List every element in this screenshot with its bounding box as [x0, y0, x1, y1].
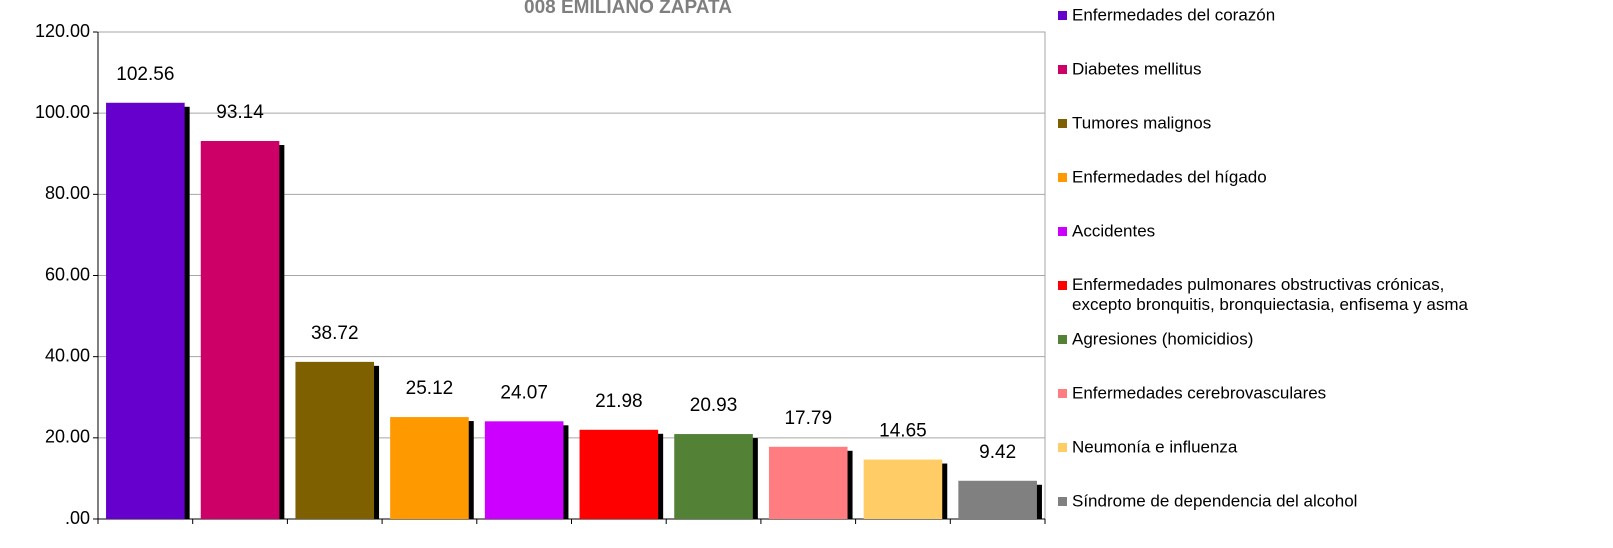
y-tick-label: 80.00 [45, 183, 90, 203]
legend-label: Tumores malignos [1072, 113, 1211, 132]
bar [295, 361, 375, 519]
legend-label: Enfermedades del corazón [1072, 5, 1275, 24]
legend-label: Accidentes [1072, 221, 1155, 240]
legend-swatch [1058, 11, 1067, 20]
legend-swatch [1058, 119, 1067, 128]
legend-swatch [1058, 173, 1067, 182]
legend-swatch [1058, 443, 1067, 452]
legend-swatch [1058, 497, 1067, 506]
value-label: 24.07 [500, 382, 548, 403]
legend-label: Agresiones (homicidios) [1072, 329, 1253, 348]
bar [200, 141, 280, 519]
legend-swatch [1058, 335, 1067, 344]
bar [579, 429, 659, 519]
bar [768, 446, 848, 519]
bar [106, 102, 185, 519]
bar [958, 480, 1037, 519]
y-tick-label: 100.00 [35, 102, 90, 122]
legend-label: Enfermedades cerebrovasculares [1072, 383, 1326, 402]
value-label: 25.12 [406, 378, 454, 399]
legend-swatch [1058, 389, 1067, 398]
value-label: 102.56 [116, 64, 174, 85]
y-tick-label: 60.00 [45, 264, 90, 284]
bar [674, 434, 753, 519]
legend-swatch [1058, 281, 1067, 290]
value-label: 93.14 [216, 102, 264, 123]
legend-swatch [1058, 227, 1067, 236]
bar [863, 459, 943, 519]
bar [484, 421, 564, 519]
value-label: 9.42 [979, 442, 1016, 463]
value-label: 17.79 [784, 408, 832, 429]
chart-title: 008 EMILIANO ZAPATA [524, 0, 732, 18]
y-tick-label: 20.00 [45, 427, 90, 447]
y-tick-label: .00 [65, 508, 90, 528]
legend-label: Enfermedades del hígado [1072, 167, 1267, 186]
bar [390, 417, 469, 519]
y-tick-label: 40.00 [45, 345, 90, 365]
legend-label: Enfermedades pulmonares obstructivas cró… [1072, 275, 1468, 314]
value-label: 38.72 [311, 323, 359, 344]
legend-label: Diabetes mellitus [1072, 59, 1201, 78]
legend-swatch [1058, 65, 1067, 74]
y-tick-label: 120.00 [35, 21, 90, 41]
legend-label: Neumonía e influenza [1072, 437, 1238, 456]
value-label: 20.93 [690, 395, 738, 416]
value-label: 21.98 [595, 391, 643, 412]
legend-label: Síndrome de dependencia del alcohol [1072, 491, 1357, 510]
value-label: 14.65 [879, 421, 927, 442]
